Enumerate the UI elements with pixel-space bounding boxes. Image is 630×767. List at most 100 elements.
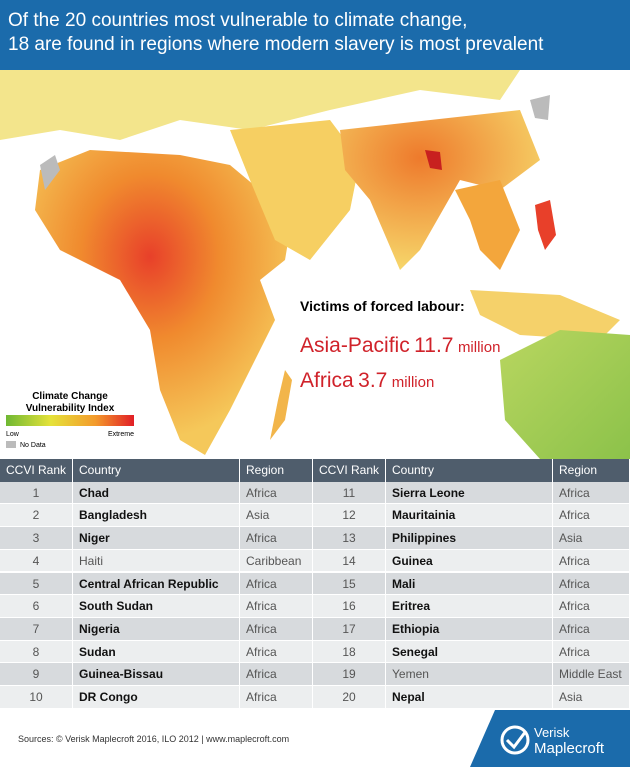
table-cell: Mauritainia — [386, 504, 553, 528]
table-cell: Guinea-Bissau — [73, 663, 240, 686]
table-cell: Africa — [240, 640, 313, 664]
column-header: Country — [73, 459, 240, 482]
table-cell: 12 — [313, 504, 386, 528]
callout-region: Africa — [300, 369, 354, 392]
table-cell: Mali — [386, 572, 553, 596]
legend-title: Climate Change — [32, 391, 108, 402]
table-cell: Africa — [240, 686, 313, 709]
table-cell: 3 — [0, 527, 73, 550]
table-cell: 17 — [313, 617, 386, 641]
table-cell: Africa — [240, 663, 313, 686]
logo-text: Maplecroft — [534, 740, 605, 757]
legend-scale — [6, 415, 134, 426]
table-cell: Yemen — [386, 663, 553, 686]
table-cell: 14 — [313, 549, 386, 573]
table-cell: 16 — [313, 595, 386, 618]
table-cell: 2 — [0, 504, 73, 528]
table-cell: Sierra Leone — [386, 481, 553, 505]
table-cell: Central African Republic — [73, 572, 240, 596]
legend-high: Extreme — [108, 431, 134, 438]
table-cell: Middle East — [553, 663, 630, 686]
column-header: Region — [553, 459, 630, 482]
legend-low: Low — [6, 431, 20, 438]
table-cell: 19 — [313, 663, 386, 686]
table-cell: Guinea — [386, 549, 553, 573]
madagascar — [270, 370, 292, 440]
no-data-area — [530, 95, 550, 120]
callout-line: Asia-Pacific 11.7 million — [300, 334, 500, 357]
table-cell: 7 — [0, 617, 73, 641]
table-cell: 20 — [313, 686, 386, 709]
table-cell: Africa — [553, 549, 630, 573]
table-cell: 9 — [0, 663, 73, 686]
legend-no-data-swatch — [6, 441, 16, 448]
bangladesh — [425, 150, 442, 170]
table-cell: Sudan — [73, 640, 240, 664]
table-cell: Africa — [553, 481, 630, 505]
table-cell: Africa — [553, 595, 630, 618]
table-cell: 10 — [0, 686, 73, 709]
table-cell: Philippines — [386, 527, 553, 550]
logo-text: Verisk — [534, 725, 570, 740]
arabia — [230, 120, 360, 260]
table-cell: Nigeria — [73, 617, 240, 641]
callout-heading: Victims of forced labour: — [300, 298, 465, 314]
table-cell: 13 — [313, 527, 386, 550]
column-header: CCVI Rank — [0, 459, 73, 482]
table-cell: Senegal — [386, 640, 553, 664]
footer: Sources: © Verisk Maplecroft 2016, ILO 2… — [0, 710, 630, 767]
legend-title: Vulnerability Index — [26, 403, 115, 414]
table-cell: Africa — [240, 527, 313, 550]
table-cell: Asia — [553, 527, 630, 550]
sources: Sources: © Verisk Maplecroft 2016, ILO 2… — [18, 734, 290, 744]
table-cell: Africa — [240, 617, 313, 641]
table-cell: DR Congo — [73, 686, 240, 709]
table-cell: 1 — [0, 481, 73, 505]
table-cell: Africa — [553, 640, 630, 664]
table-cell: 6 — [0, 595, 73, 618]
table-cell: Africa — [553, 617, 630, 641]
logo: Verisk Maplecroft — [470, 710, 630, 767]
table-cell: Nepal — [386, 686, 553, 709]
table-cell: 15 — [313, 572, 386, 596]
africa — [35, 150, 290, 455]
table-cell: Chad — [73, 481, 240, 505]
column-header: Country — [386, 459, 553, 482]
legend-no-data: No Data — [20, 442, 46, 449]
table-cell: 4 — [0, 549, 73, 573]
table-cell: 8 — [0, 640, 73, 664]
australia — [500, 330, 630, 459]
logo-icon — [500, 725, 530, 755]
callout-unit: million — [458, 339, 501, 356]
column-header: Region — [240, 459, 313, 482]
title-line: Of the 20 countries most vulnerable to c… — [8, 10, 468, 31]
callout-region: Asia-Pacific — [300, 334, 410, 357]
table-cell: Asia — [240, 504, 313, 528]
table-cell: Ethiopia — [386, 617, 553, 641]
table-cell: Haiti — [73, 549, 240, 573]
indonesia — [470, 290, 620, 340]
callout-value: 11.7 — [414, 334, 453, 357]
table-cell: 11 — [313, 481, 386, 505]
table: CCVI Rank Country Region CCVI Rank Country Re… — [0, 459, 630, 710]
no-data-area — [40, 155, 60, 190]
table-cell: 18 — [313, 640, 386, 664]
table-cell: South Sudan — [73, 595, 240, 618]
logo-check — [505, 730, 528, 750]
table-cell: Bangladesh — [73, 504, 240, 528]
title-line: 18 are found in regions where modern sla… — [8, 34, 544, 55]
table-cell: Asia — [553, 686, 630, 709]
table-cell: Caribbean — [240, 549, 313, 573]
philippines — [535, 200, 556, 250]
table-cell: Africa — [240, 595, 313, 618]
callout-value: 3.7 — [358, 369, 387, 392]
europe-asia-north — [0, 70, 520, 140]
callout-line: Africa 3.7 million — [300, 369, 434, 392]
table-cell: Africa — [240, 572, 313, 596]
table-cell: Africa — [553, 572, 630, 596]
table-cell: Niger — [73, 527, 240, 550]
southeast-asia — [455, 180, 520, 270]
table-cell: 5 — [0, 572, 73, 596]
header: Of the 20 countries most vulnerable to c… — [0, 0, 630, 70]
table-cell: Africa — [553, 504, 630, 528]
